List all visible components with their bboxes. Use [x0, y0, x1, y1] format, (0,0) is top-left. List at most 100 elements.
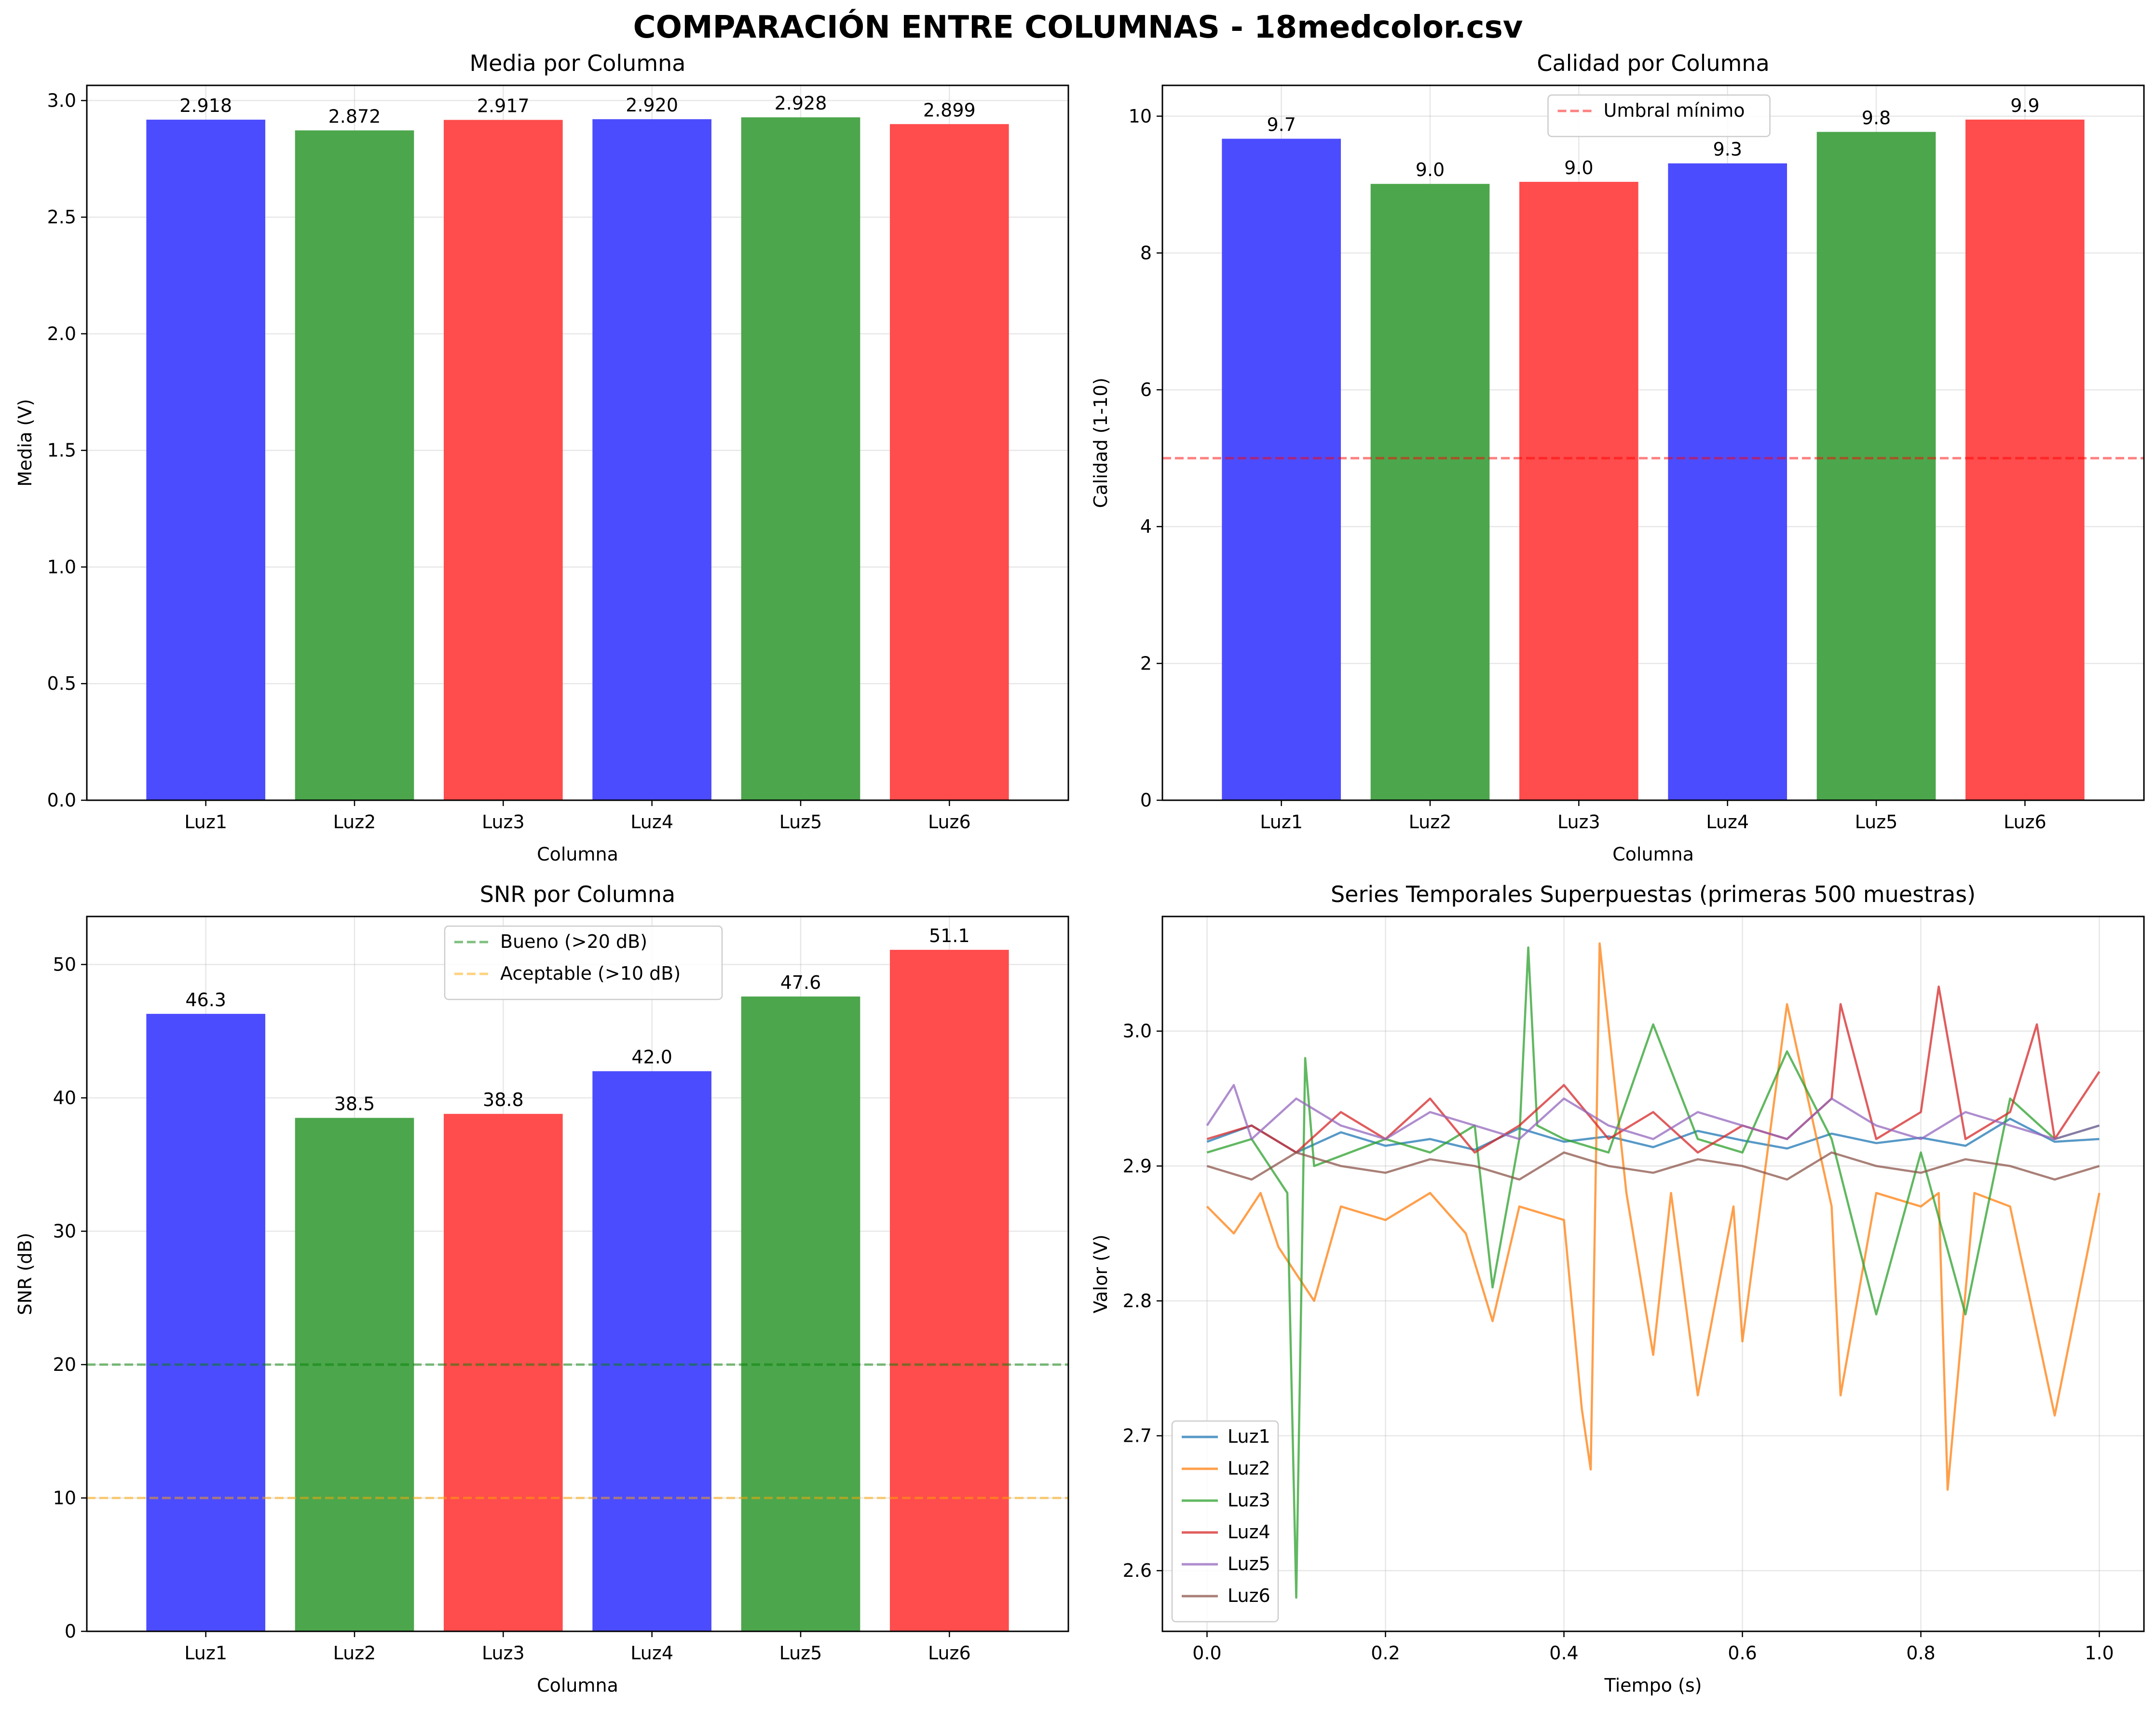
x-axis-label: Columna	[1612, 844, 1694, 865]
chart-panel-2: Calidad por Columna Columna Calidad (1-10)…	[1090, 50, 2145, 865]
plot-frame	[1161, 916, 2145, 1632]
series-line-luz3	[1206, 946, 2100, 1599]
bar	[146, 1013, 265, 1631]
y-tick-label: 0	[65, 1621, 76, 1642]
bar-value-label: 9.0	[1416, 159, 1445, 180]
bar-value-label: 51.1	[929, 925, 970, 946]
x-tick-label: Luz2	[1409, 811, 1452, 833]
bar	[741, 117, 860, 801]
x-tick-label: Luz1	[184, 1642, 227, 1664]
bar	[1965, 119, 2085, 801]
plot-frame	[86, 84, 1069, 801]
y-tick-label: 2	[1140, 653, 1152, 674]
bar	[890, 950, 1009, 1631]
legend-box	[1171, 1420, 1279, 1623]
bar-value-label: 2.920	[626, 95, 678, 116]
x-tick-label: Luz2	[333, 811, 376, 833]
y-tick-label: 40	[53, 1087, 76, 1108]
bar	[295, 130, 414, 800]
x-tick-label: 0.2	[1371, 1642, 1400, 1664]
series-line-luz2	[1206, 942, 2101, 1491]
bar	[444, 1114, 563, 1631]
y-tick-label: 4	[1140, 516, 1152, 537]
bar-value-label: 2.872	[328, 106, 381, 127]
x-tick-label: Luz6	[928, 1642, 971, 1664]
plot-frame	[86, 916, 1069, 1632]
x-axis-label: Columna	[537, 1675, 618, 1696]
legend-box	[1547, 94, 1771, 137]
x-tick-label: Luz6	[928, 811, 971, 833]
y-tick-label: 50	[53, 954, 76, 975]
y-tick-label: 2.0	[47, 323, 76, 344]
x-tick-label: 0.4	[1549, 1642, 1578, 1664]
legend-label: Aceptable (>10 dB)	[500, 963, 681, 984]
bar	[592, 119, 711, 800]
bar-value-label: 2.899	[923, 99, 976, 121]
x-tick-label: 0.8	[1906, 1642, 1935, 1664]
bar	[1816, 132, 1936, 800]
chart-title: Series Temporales Superpuestas (primeras…	[1331, 881, 1976, 907]
y-tick-label: 0.5	[47, 673, 76, 694]
y-axis-label: Media (V)	[14, 399, 36, 487]
chart-title: Media por Columna	[469, 50, 685, 76]
bar-value-label: 9.7	[1267, 114, 1296, 136]
x-tick-label: Luz5	[1855, 811, 1898, 833]
bar	[444, 120, 563, 800]
chart-panel-3: SNR por Columna Columna SNR (dB) 0 10 20 30 40 5…	[14, 881, 1069, 1696]
legend-label: Bueno (>20 dB)	[500, 931, 647, 952]
legend-label: Luz5	[1228, 1553, 1270, 1574]
bar	[890, 124, 1009, 801]
y-tick-label: 8	[1140, 242, 1152, 263]
y-tick-label: 10	[1129, 106, 1152, 127]
x-tick-label: Luz4	[630, 1642, 673, 1664]
bar	[592, 1071, 711, 1631]
x-tick-label: Luz5	[779, 811, 822, 833]
bar	[295, 1118, 414, 1631]
bar	[1222, 138, 1341, 801]
series-line-luz4	[1206, 985, 2101, 1154]
y-tick-label: 2.9	[1123, 1155, 1152, 1176]
bar-value-label: 46.3	[185, 989, 226, 1011]
bar-value-label: 2.928	[775, 93, 827, 114]
y-axis-label: Valor (V)	[1090, 1234, 1111, 1313]
y-tick-label: 2.7	[1123, 1425, 1152, 1447]
chart-title: Calidad por Columna	[1537, 50, 1769, 76]
legend-label: Umbral mínimo	[1604, 100, 1745, 121]
bar-value-label: 2.917	[477, 96, 530, 117]
y-tick-label: 20	[53, 1354, 76, 1375]
y-axis-label: Calidad (1-10)	[1090, 378, 1111, 508]
y-tick-label: 3.0	[1123, 1021, 1152, 1042]
y-tick-label: 0	[1140, 790, 1152, 811]
x-axis-label: Tiempo (s)	[1604, 1675, 1702, 1696]
bar-value-label: 9.3	[1713, 139, 1742, 160]
x-tick-label: Luz6	[2004, 811, 2047, 833]
y-tick-label: 2.6	[1123, 1560, 1152, 1581]
x-tick-label: Luz1	[1260, 811, 1303, 833]
bar-value-label: 47.6	[780, 972, 821, 993]
chart-panel-1: Media por Columna Columna Media (V) 0.0 0.5 1…	[14, 50, 1069, 865]
x-tick-label: Luz1	[184, 811, 227, 833]
y-tick-label: 1.5	[47, 440, 76, 461]
bar	[741, 996, 860, 1631]
bar	[1370, 184, 1490, 801]
bar	[1519, 181, 1638, 800]
bar-value-label: 2.918	[179, 95, 232, 116]
chart-title: SNR por Columna	[480, 881, 675, 907]
y-tick-label: 2.8	[1123, 1290, 1152, 1312]
chart-panel-4: Series Temporales Superpuestas (primeras…	[1090, 881, 2145, 1696]
y-axis-label: SNR (dB)	[14, 1233, 36, 1315]
x-tick-label: Luz3	[482, 811, 525, 833]
legend-box	[444, 925, 723, 1000]
bar	[146, 120, 265, 800]
y-tick-label: 10	[53, 1488, 76, 1509]
y-tick-label: 6	[1140, 379, 1152, 400]
plot-frame	[1161, 84, 2145, 801]
bar-value-label: 9.8	[1862, 107, 1891, 128]
bar	[1668, 163, 1787, 800]
bar-value-label: 38.8	[483, 1089, 524, 1110]
legend-label: Luz2	[1228, 1458, 1270, 1479]
legend-label: Luz3	[1228, 1490, 1270, 1511]
x-tick-label: 0.6	[1728, 1642, 1757, 1664]
x-tick-label: 1.0	[2085, 1642, 2114, 1664]
